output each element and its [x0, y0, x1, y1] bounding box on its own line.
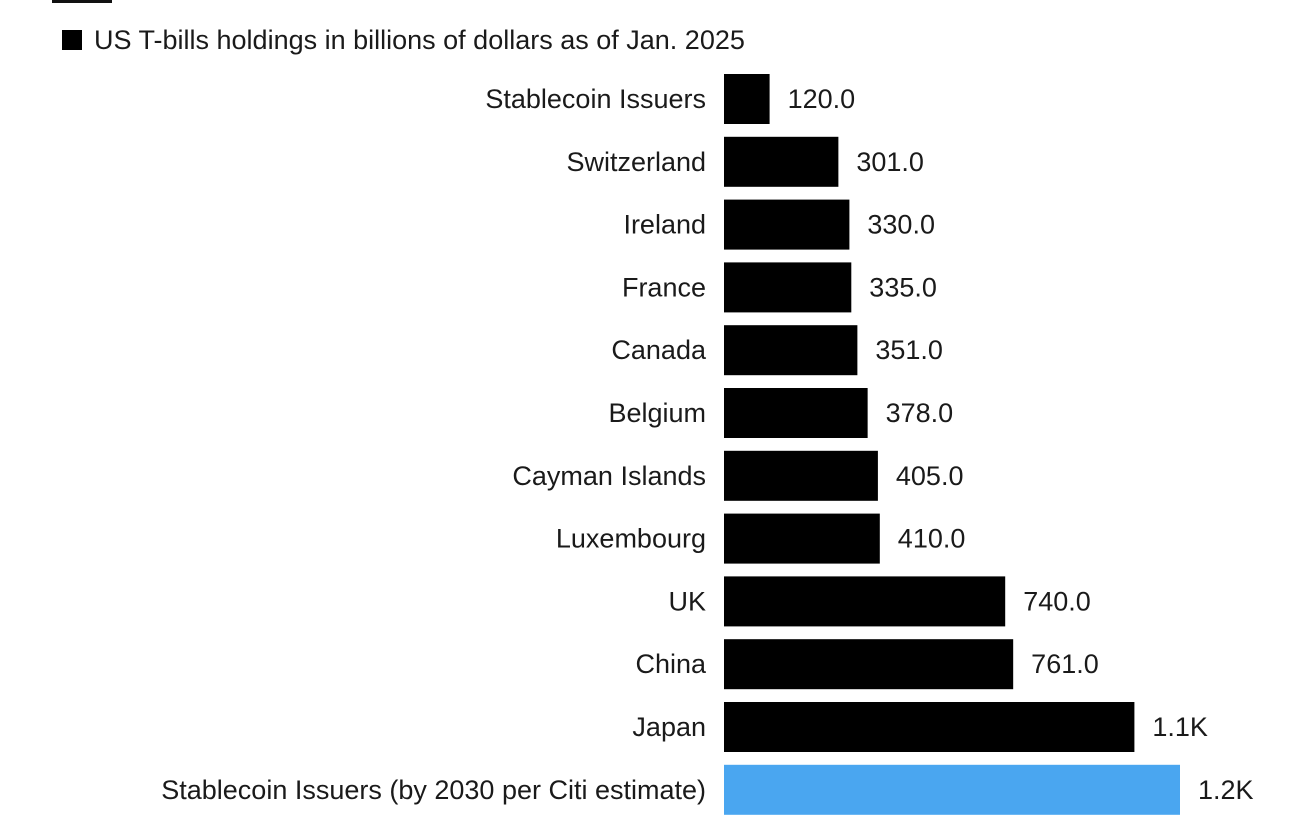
category-label: Switzerland	[566, 147, 706, 177]
category-label: Stablecoin Issuers	[485, 84, 706, 114]
value-label: 1.2K	[1198, 775, 1254, 805]
value-label: 351.0	[875, 335, 943, 365]
bar	[724, 199, 850, 250]
legend: US T-bills holdings in billions of dolla…	[62, 24, 745, 56]
bar	[724, 74, 770, 124]
legend-label: US T-bills holdings in billions of dolla…	[94, 24, 745, 55]
value-label: 120.0	[788, 84, 856, 114]
value-label: 330.0	[867, 210, 935, 240]
value-label: 1.1K	[1152, 712, 1208, 742]
value-label: 410.0	[898, 524, 966, 554]
category-label: Ireland	[623, 210, 706, 240]
bar	[724, 702, 1135, 752]
bar	[724, 764, 1180, 815]
bar	[724, 576, 1006, 627]
category-label: Stablecoin Issuers (by 2030 per Citi est…	[161, 775, 706, 805]
category-label: Cayman Islands	[512, 461, 706, 491]
cropped-title-fragment: ▬▬	[52, 0, 132, 4]
category-label: Belgium	[608, 398, 706, 428]
bar	[724, 639, 1014, 690]
value-label: 740.0	[1023, 586, 1091, 616]
value-label: 335.0	[869, 272, 937, 302]
value-label: 761.0	[1031, 649, 1099, 679]
bar	[724, 450, 878, 501]
category-label: Japan	[632, 712, 706, 742]
category-label: Canada	[611, 335, 707, 365]
value-label: 405.0	[896, 461, 964, 491]
category-label: France	[622, 272, 706, 302]
bar	[724, 136, 839, 187]
bar	[724, 513, 880, 564]
bar	[724, 325, 858, 376]
category-label: Luxembourg	[556, 524, 706, 554]
value-label: 378.0	[886, 398, 954, 428]
bar	[724, 262, 852, 313]
category-label: UK	[668, 586, 706, 616]
category-label: China	[635, 649, 707, 679]
bar	[724, 388, 868, 438]
value-label: 301.0	[856, 147, 924, 177]
legend-swatch	[62, 30, 82, 50]
